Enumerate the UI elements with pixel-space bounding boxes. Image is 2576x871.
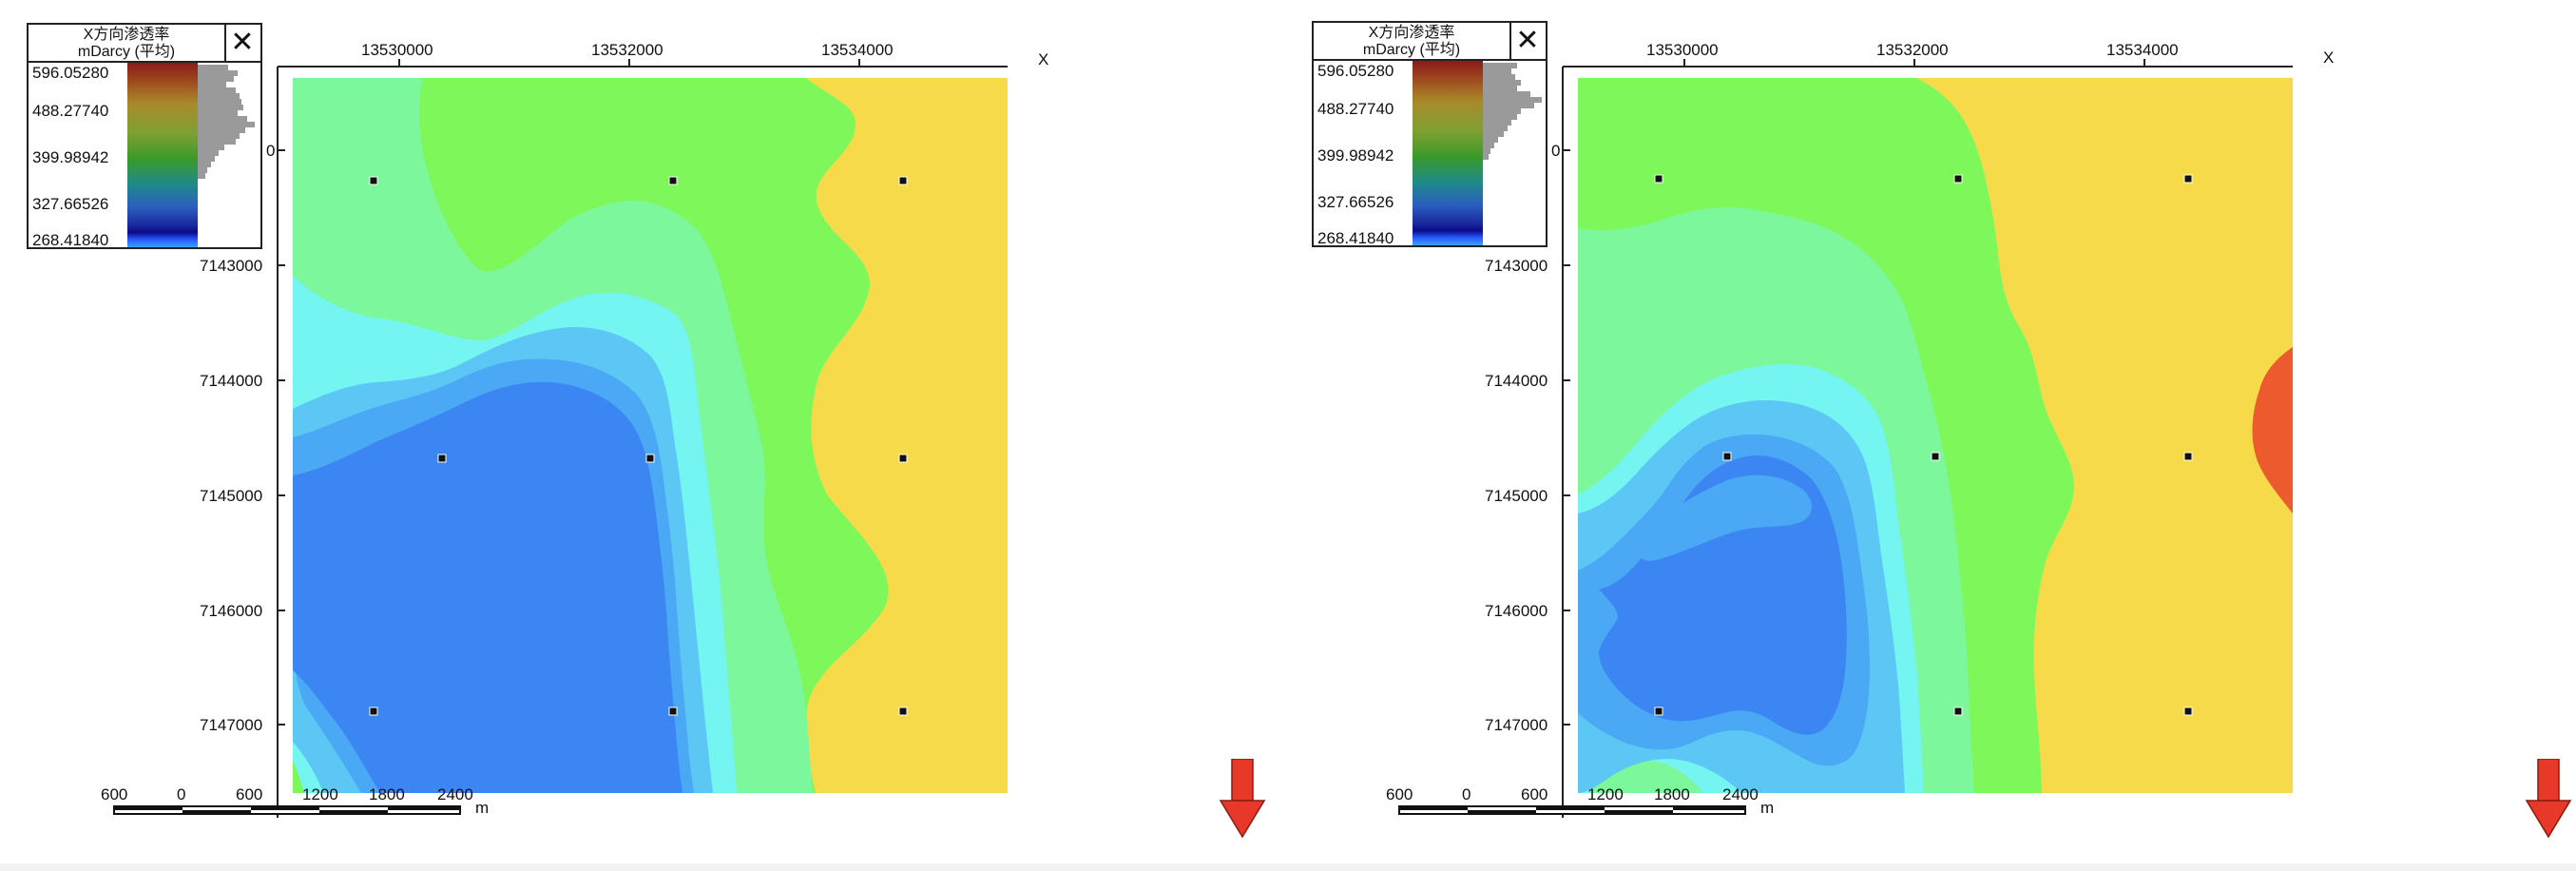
- close-icon[interactable]: ✕: [1509, 23, 1546, 61]
- legend-title: X方向渗透率 mDarcy (平均): [29, 25, 226, 63]
- well-marker: [1654, 174, 1663, 184]
- scale-label: 2400: [1722, 785, 1759, 803]
- histogram: [198, 65, 255, 179]
- scale-bar-graphic: [113, 805, 461, 815]
- legend-tick: 399.98942: [32, 148, 109, 166]
- scale-label: 2400: [437, 785, 473, 803]
- scale-label: 1800: [1654, 785, 1690, 803]
- scale-label: 1200: [1587, 785, 1624, 803]
- well-marker: [2183, 174, 2193, 184]
- x-axis-label: X: [1038, 50, 1048, 68]
- y-tick-label: 7146000: [1485, 602, 1548, 620]
- scale-bar-2: 600 0 600 1200 1800 2400 m: [1380, 785, 1779, 823]
- well-marker: [1953, 174, 1963, 184]
- scale-label: 600: [1386, 785, 1413, 803]
- legend-tick: 399.98942: [1317, 146, 1394, 165]
- scale-label: 0: [1462, 785, 1471, 803]
- well-marker: [1722, 452, 1732, 461]
- map-panel-1: 13530000 13532000 13534000 X 0 7143000 7…: [0, 0, 1288, 871]
- scale-label: 1200: [302, 785, 338, 803]
- contour-zone-yellow: [805, 78, 1008, 793]
- scale-bar-graphic: [1398, 805, 1746, 815]
- contour-zone-blue-deep: [293, 381, 682, 793]
- legend-tick: 327.66526: [1317, 193, 1394, 211]
- scale-label: 600: [1521, 785, 1548, 803]
- legend-tick: 268.41840: [32, 231, 109, 249]
- well-marker: [2183, 706, 2193, 716]
- legend-tick: 596.05280: [1317, 62, 1394, 80]
- color-legend-2: X方向渗透率 mDarcy (平均) ✕ 596.05280 488.27740…: [1312, 21, 1548, 247]
- well-marker: [668, 176, 678, 185]
- scale-label: 600: [236, 785, 263, 803]
- well-markers-1[interactable]: [369, 176, 908, 716]
- scale-unit: m: [1760, 799, 1775, 817]
- scale-label: 1800: [369, 785, 405, 803]
- legend-tick: 596.05280: [32, 64, 109, 82]
- close-icon[interactable]: ✕: [224, 25, 260, 63]
- contour-zone-orange: [2252, 347, 2293, 513]
- contour-zone-yellow: [1916, 78, 2293, 793]
- y-tick-label: 7143000: [200, 257, 262, 275]
- legend-tick: 268.41840: [1317, 229, 1394, 247]
- well-marker: [668, 706, 678, 716]
- permeability-contours-1: [293, 78, 1008, 793]
- x-tick-label: 13530000: [361, 41, 433, 59]
- x-tick-label: 13534000: [2106, 41, 2179, 59]
- legend-tick: 327.66526: [32, 195, 109, 213]
- y-tick-label: 7145000: [1485, 487, 1548, 505]
- permeability-contours-2: [1578, 78, 2293, 794]
- well-marker: [1931, 452, 1940, 461]
- x-tick-label: 13534000: [821, 41, 894, 59]
- map-canvas-1[interactable]: 13530000 13532000 13534000 X 0 7143000 7…: [0, 0, 1288, 871]
- legend-tick: 488.27740: [1317, 100, 1394, 118]
- x-tick-label: 13530000: [1646, 41, 1719, 59]
- x-tick-label: 13532000: [591, 41, 663, 59]
- well-marker: [898, 706, 908, 716]
- y-tick-partial: 0: [266, 142, 275, 160]
- well-marker: [1953, 706, 1963, 716]
- legend-tick: 488.27740: [32, 102, 109, 120]
- y-tick-label: 7145000: [200, 487, 262, 505]
- y-tick-label: 7144000: [1485, 372, 1548, 390]
- legend-title: X方向渗透率 mDarcy (平均): [1314, 23, 1511, 61]
- well-marker: [898, 176, 908, 185]
- histogram: [1483, 63, 1542, 160]
- y-tick-label: 7147000: [1485, 716, 1548, 734]
- y-tick-label: 7144000: [200, 372, 262, 390]
- scale-bar-1: 600 0 600 1200 1800 2400 m: [95, 785, 494, 823]
- well-marker: [369, 706, 378, 716]
- well-marker: [645, 454, 655, 463]
- well-marker: [369, 176, 378, 185]
- color-legend-1: X方向渗透率 mDarcy (平均) ✕ 596.05280 488.27740…: [27, 23, 262, 249]
- map-canvas-2[interactable]: 13530000 13532000 13534000 X 0 7143000 7…: [1285, 0, 2573, 871]
- scale-unit: m: [475, 799, 490, 817]
- well-markers-2[interactable]: [1654, 174, 2193, 716]
- well-marker: [1654, 706, 1663, 716]
- y-tick-label: 7147000: [200, 716, 262, 734]
- scale-label: 0: [177, 785, 186, 803]
- y-tick-label: 7143000: [1485, 257, 1548, 275]
- well-marker: [898, 454, 908, 463]
- x-axis-label: X: [2323, 48, 2334, 67]
- y-tick-partial: 0: [1551, 142, 1560, 160]
- bottom-strip: [0, 863, 2576, 871]
- well-marker: [2183, 452, 2193, 461]
- x-tick-label: 13532000: [1876, 41, 1949, 59]
- well-marker: [437, 454, 447, 463]
- color-ramp: [1413, 61, 1483, 245]
- down-arrow-icon[interactable]: [2525, 759, 2572, 839]
- down-arrow-icon[interactable]: [1219, 759, 1266, 839]
- scale-label: 600: [101, 785, 128, 803]
- y-tick-label: 7146000: [200, 602, 262, 620]
- map-panel-2: 13530000 13532000 13534000 X 0 7143000 7…: [1285, 0, 2573, 871]
- color-ramp: [127, 63, 198, 247]
